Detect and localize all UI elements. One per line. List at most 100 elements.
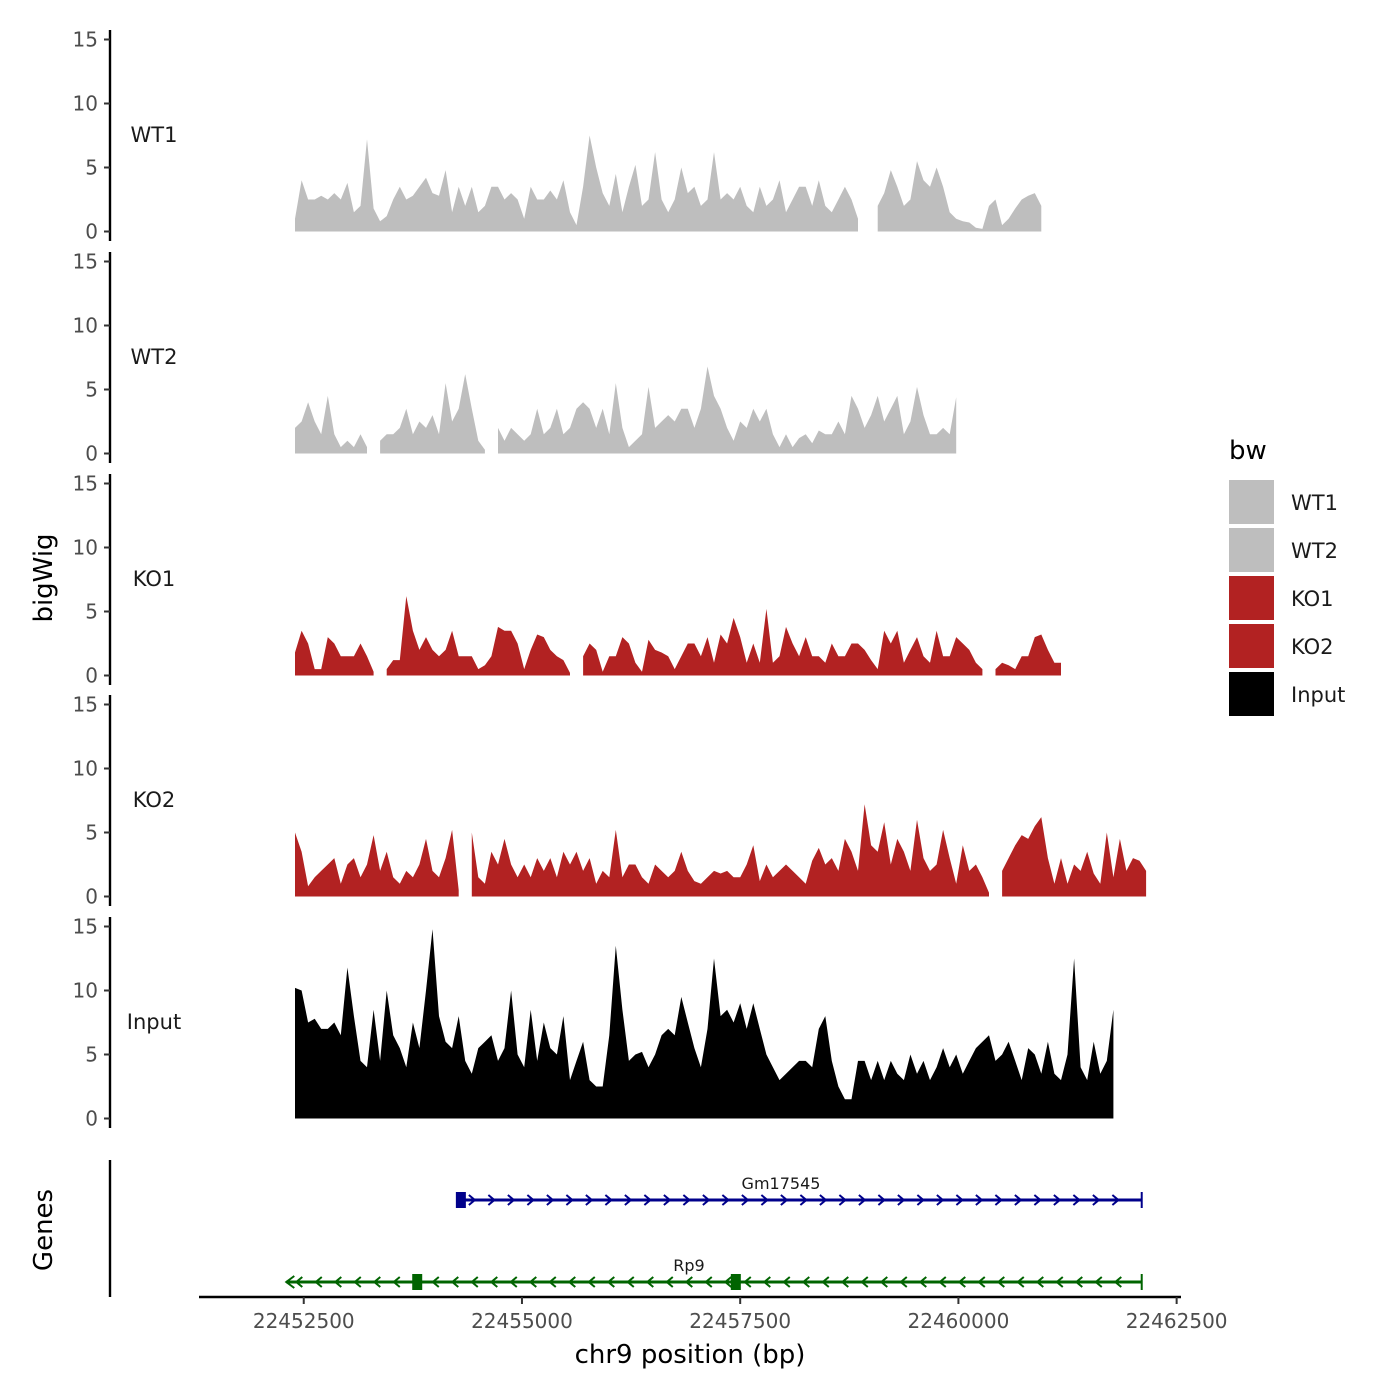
track-label: Input — [127, 1010, 181, 1034]
legend-label: Input — [1291, 683, 1345, 707]
strand-arrow — [606, 1276, 615, 1288]
strand-arrow — [333, 1276, 342, 1288]
strand-arrow — [821, 1276, 830, 1288]
strand-arrow — [665, 1276, 674, 1288]
strand-arrow — [1072, 1194, 1081, 1206]
coverage-area-ko1 — [995, 634, 1061, 676]
strand-arrow — [1111, 1194, 1120, 1206]
strand-arrow — [1033, 1194, 1042, 1206]
strand-arrow — [858, 1194, 867, 1206]
strand-arrow — [528, 1276, 537, 1288]
gene-start-arrow — [284, 1275, 295, 1289]
coverage-area-ko1 — [295, 630, 374, 676]
strand-arrow — [743, 1276, 752, 1288]
strand-arrow — [487, 1194, 496, 1206]
strand-arrow — [372, 1276, 381, 1288]
strand-arrow — [916, 1194, 925, 1206]
strand-arrow — [1035, 1276, 1044, 1288]
strand-arrow — [819, 1194, 828, 1206]
strand-arrow — [879, 1276, 888, 1288]
strand-arrow — [782, 1276, 791, 1288]
track-ko1: 0 5 10 15 KO1 — [73, 472, 1061, 688]
strand-arrow — [1113, 1276, 1122, 1288]
strand-arrow — [587, 1276, 596, 1288]
coverage-tracks: 0 5 10 15 WT1 0 5 10 15 WT2 0 5 10 15 KO1 0 5 10 15 KO2 0 5 10… — [73, 28, 1147, 1131]
legend-title: bw — [1229, 436, 1267, 466]
strand-arrow — [860, 1276, 869, 1288]
y-tick-label: 5 — [85, 600, 98, 624]
strand-arrow — [507, 1194, 516, 1206]
strand-arrow — [1074, 1276, 1083, 1288]
strand-arrow — [546, 1194, 555, 1206]
strand-arrow — [955, 1194, 964, 1206]
track-label: KO1 — [133, 567, 176, 591]
coverage-area-ko1 — [583, 608, 983, 676]
strand-arrow — [877, 1194, 886, 1206]
strand-arrow — [897, 1194, 906, 1206]
legend-label: KO1 — [1291, 587, 1334, 611]
y-tick-label: 10 — [73, 314, 98, 338]
x-tick-label: 22455000 — [471, 1309, 573, 1333]
strand-arrow — [1055, 1276, 1064, 1288]
y-tick-label: 15 — [73, 693, 98, 717]
track-wt1: 0 5 10 15 WT1 — [73, 28, 1042, 244]
x-tick-label: 22462500 — [1126, 1309, 1228, 1333]
strand-arrow — [567, 1276, 576, 1288]
y-tick-label: 15 — [73, 472, 98, 496]
strand-arrow — [565, 1194, 574, 1206]
exon — [412, 1274, 423, 1290]
y-tick-label: 0 — [85, 442, 98, 466]
y-tick-label: 15 — [73, 915, 98, 939]
y-tick-label: 0 — [85, 664, 98, 688]
strand-arrow — [489, 1276, 498, 1288]
legend-key-ko1 — [1229, 576, 1274, 620]
strand-arrow — [838, 1194, 847, 1206]
coverage-area-wt2 — [295, 395, 367, 454]
strand-arrow — [741, 1194, 750, 1206]
strand-arrow — [548, 1276, 557, 1288]
strand-arrow — [899, 1276, 908, 1288]
legend-label: WT1 — [1291, 491, 1338, 515]
strand-arrow — [936, 1194, 945, 1206]
y-tick-label: 15 — [73, 28, 98, 52]
coverage-area-ko2 — [295, 829, 459, 897]
strand-arrow — [1016, 1276, 1025, 1288]
x-tick-label: 22457500 — [689, 1309, 791, 1333]
legend-key-ko2 — [1229, 624, 1274, 668]
strand-arrow — [684, 1276, 693, 1288]
strand-arrow — [760, 1194, 769, 1206]
strand-arrow — [1014, 1194, 1023, 1206]
strand-arrow — [509, 1276, 518, 1288]
strand-arrow — [645, 1276, 654, 1288]
strand-arrow — [604, 1194, 613, 1206]
y-tick-label: 10 — [73, 757, 98, 781]
strand-arrow — [723, 1276, 732, 1288]
gene-rp9: Rp9 — [284, 1256, 1143, 1290]
legend-label: KO2 — [1291, 635, 1334, 659]
strand-arrow — [938, 1276, 947, 1288]
strand-arrow — [314, 1276, 323, 1288]
genes-axis-title: Genes — [29, 1189, 59, 1271]
strand-arrow — [1094, 1276, 1103, 1288]
y-tick-label: 10 — [73, 92, 98, 116]
coverage-area-wt2 — [498, 366, 957, 454]
coverage-area-wt1 — [877, 161, 1042, 232]
strand-arrow — [431, 1276, 440, 1288]
x-axis: 22452500 22455000 22457500 22460000 22462500 — [199, 1295, 1228, 1333]
x-axis-title: chr9 position (bp) — [575, 1340, 806, 1370]
y-tick-label: 0 — [85, 220, 98, 244]
strand-arrow — [526, 1194, 535, 1206]
y-tick-label: 5 — [85, 378, 98, 402]
exon — [730, 1274, 741, 1290]
track-wt2: 0 5 10 15 WT2 — [73, 250, 957, 466]
track-label: WT2 — [131, 345, 178, 369]
strand-arrow — [801, 1276, 810, 1288]
strand-arrow — [918, 1276, 927, 1288]
strand-arrow — [975, 1194, 984, 1206]
strand-arrow — [994, 1194, 1003, 1206]
y-tick-label: 5 — [85, 821, 98, 845]
gene-label: Gm17545 — [742, 1174, 821, 1193]
strand-arrow — [762, 1276, 771, 1288]
strand-arrow — [799, 1194, 808, 1206]
